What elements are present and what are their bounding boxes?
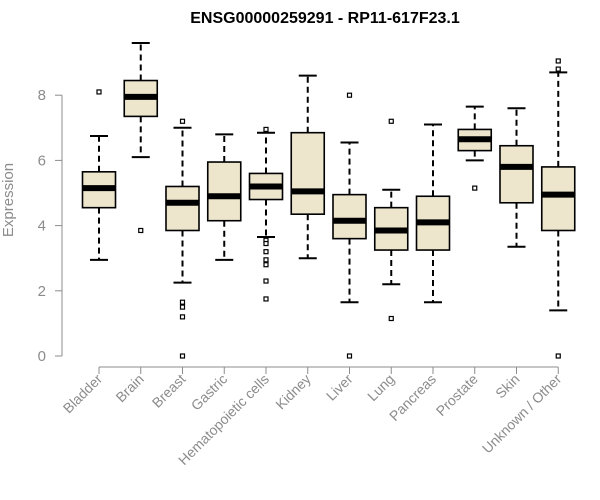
- outlier-point: [96, 89, 102, 95]
- box-group: [540, 58, 576, 359]
- outlier-point: [179, 314, 186, 320]
- y-tick-label: 2: [38, 283, 46, 300]
- iqr-box: [540, 166, 576, 232]
- outlier-point: [263, 249, 269, 255]
- x-tick-label: Liver: [323, 371, 356, 404]
- outlier-point: [555, 58, 561, 64]
- outlier-point: [179, 118, 186, 124]
- outlier-point: [472, 185, 478, 191]
- boxplot-series: [81, 42, 576, 359]
- outlier-point: [179, 304, 186, 310]
- outlier-point: [555, 66, 561, 72]
- iqr-box: [499, 144, 534, 204]
- x-tick-label: Prostate: [433, 371, 481, 419]
- box-group: [206, 133, 242, 261]
- box-group: [332, 92, 367, 359]
- box-group: [290, 74, 326, 260]
- y-tick-label: 6: [38, 152, 46, 169]
- y-axis-label: Expression: [0, 163, 17, 237]
- x-tick-label: Bladder: [60, 371, 106, 417]
- outlier-point: [263, 296, 269, 302]
- box-group: [248, 126, 284, 302]
- x-tick-label: Skin: [492, 371, 523, 402]
- outlier-point: [388, 118, 394, 124]
- box-group: [457, 105, 493, 191]
- outlier-point: [346, 92, 353, 98]
- box-group: [81, 89, 117, 261]
- x-tick-label: Unknown / Other: [479, 371, 565, 457]
- iqr-box: [165, 185, 200, 232]
- chart-title: ENSG00000259291 - RP11-617F23.1: [190, 10, 460, 27]
- outlier-point: [263, 126, 269, 133]
- outlier-point: [388, 315, 394, 322]
- outlier-point: [346, 353, 353, 359]
- outlier-point: [555, 353, 561, 359]
- box-group: [165, 118, 200, 359]
- y-tick-label: 4: [38, 218, 46, 235]
- outlier-point: [179, 353, 186, 359]
- iqr-box: [290, 131, 326, 215]
- y-tick-label: 8: [38, 87, 46, 104]
- x-tick-label: Kidney: [272, 371, 314, 413]
- y-axis: 0 2 4 6 8: [38, 87, 63, 365]
- iqr-box: [206, 161, 242, 222]
- outlier-point: [263, 278, 269, 284]
- box-group: [415, 123, 451, 304]
- outlier-point: [138, 227, 144, 234]
- x-tick-label: Breast: [149, 371, 189, 411]
- iqr-box: [332, 193, 367, 240]
- outlier-point: [263, 240, 269, 247]
- outlier-point: [179, 299, 186, 305]
- box-group: [499, 107, 534, 248]
- y-tick-label: 0: [38, 348, 46, 365]
- outlier-point: [263, 262, 269, 268]
- outlier-point: [263, 257, 269, 263]
- x-tick-label: Lung: [364, 371, 397, 404]
- box-group: [373, 118, 409, 322]
- box-group: [123, 42, 159, 234]
- x-tick-label: Brain: [112, 371, 146, 405]
